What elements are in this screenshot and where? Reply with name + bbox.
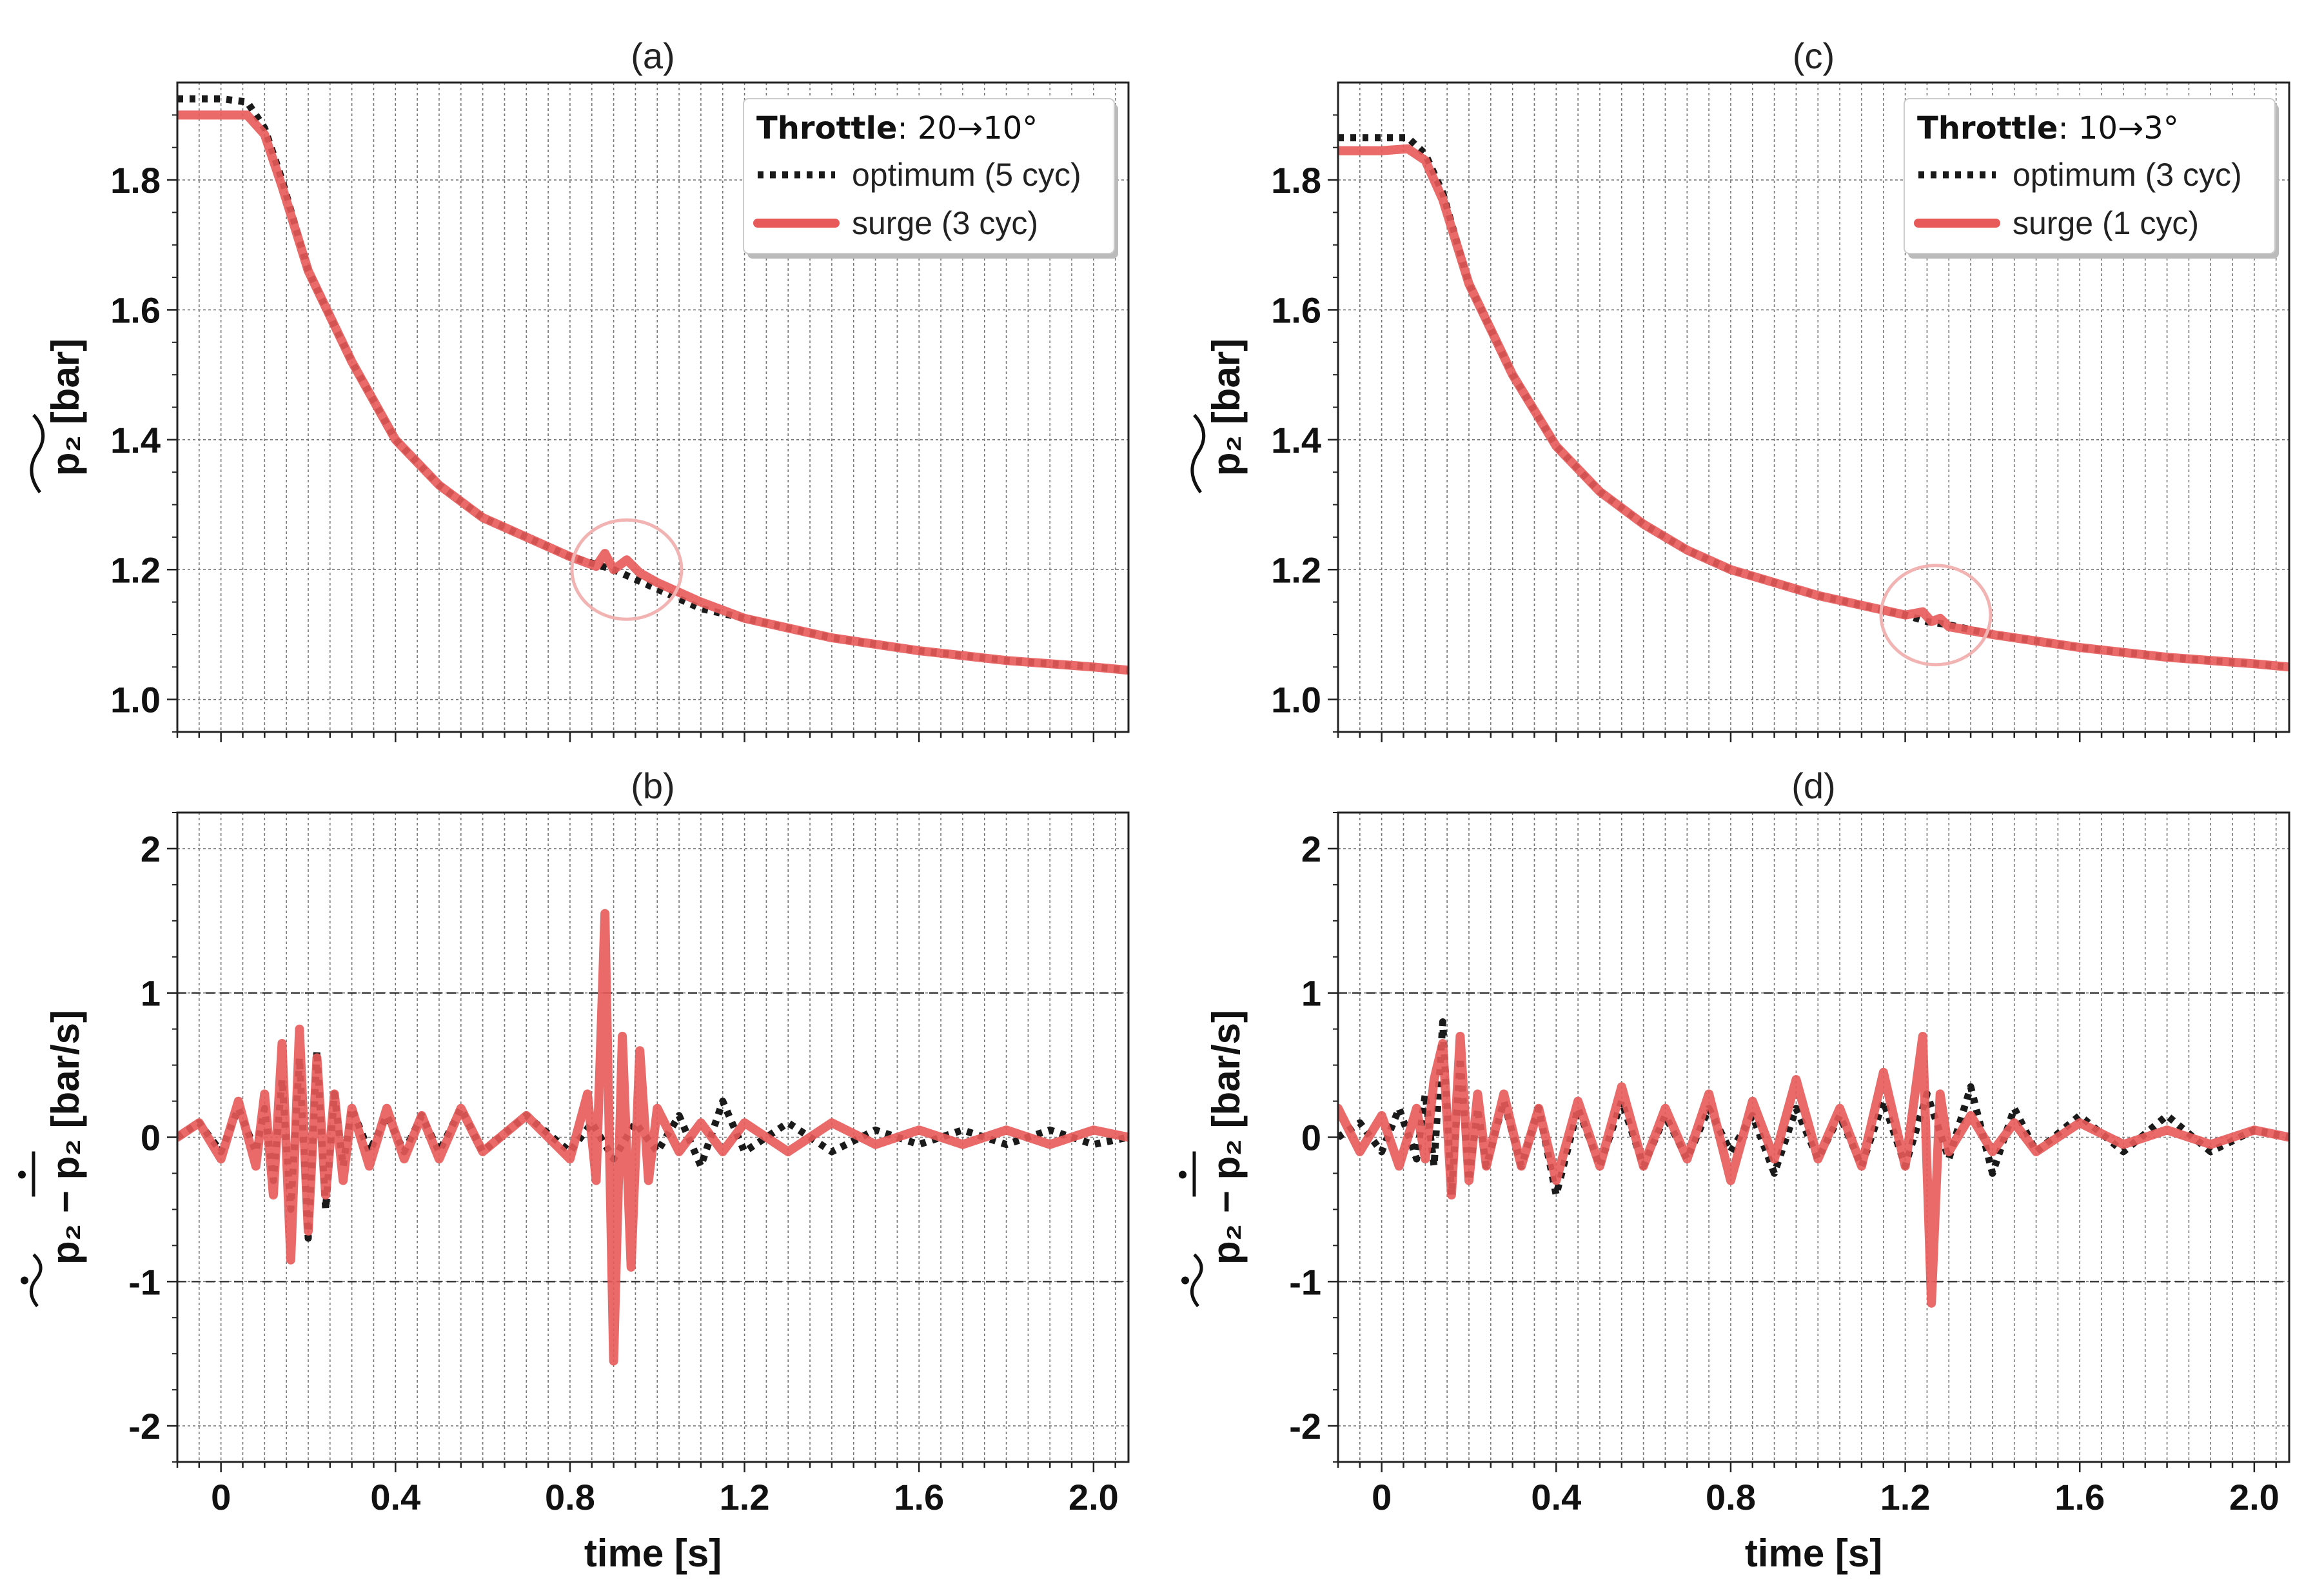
y-tick-label: 1 xyxy=(1301,973,1321,1014)
legend-title: Throttle: 20→10° xyxy=(756,110,1038,146)
y-tick-label: -2 xyxy=(128,1406,161,1446)
tilde-mark xyxy=(1190,413,1206,493)
legend-title-bold: Throttle xyxy=(756,110,897,146)
y-tick-label: 1 xyxy=(141,973,161,1014)
y-tick-label: 1.2 xyxy=(110,549,161,590)
y-tick-label: 1.6 xyxy=(1271,290,1321,330)
panel-title: (d) xyxy=(1791,765,1835,806)
y-tick-label: 1.8 xyxy=(110,160,161,201)
legend-entry: optimum (5 cyc) xyxy=(852,157,1081,193)
grid xyxy=(177,83,1128,732)
series-group xyxy=(1338,1018,2289,1308)
y-axis-label-text: p₂ − p₂ [bar/s] xyxy=(1205,1010,1248,1265)
x-tick-label: 1.6 xyxy=(2054,1477,2105,1517)
x-tick-label: 1.2 xyxy=(1880,1477,1931,1517)
y-axis-label-text: p₂ [bar] xyxy=(44,339,87,476)
x-axis-label: time [s] xyxy=(584,1532,722,1575)
y-axis-label: p₂ [bar] xyxy=(1190,339,1248,493)
panel-title: (b) xyxy=(631,765,675,806)
panel-b: (b) 0 0.4 0.8 1.2 1.6 2.0 -2 -1 0 1 2 time [s] p₂ − p… xyxy=(18,765,1130,1575)
x-tick-label: 2.0 xyxy=(1068,1477,1119,1517)
legend-title-rest: : 20→10° xyxy=(897,110,1038,146)
dot-mark xyxy=(1179,1170,1187,1179)
y-tick-label: 0 xyxy=(1301,1118,1321,1158)
highlight-circle xyxy=(570,518,684,621)
y-tick-label: 2 xyxy=(141,829,161,869)
x-tick-label: 1.6 xyxy=(894,1477,944,1517)
legend-title-rest: : 10→3° xyxy=(2058,110,2178,146)
legend-title: Throttle: 10→3° xyxy=(1917,110,2179,146)
legend-entry: surge (3 cyc) xyxy=(852,205,1038,241)
panel-title: (a) xyxy=(631,35,675,76)
legend-entry: surge (1 cyc) xyxy=(2013,205,2199,241)
y-tick-label: 1.0 xyxy=(110,680,161,720)
x-tick-label: 0.4 xyxy=(370,1477,420,1517)
y-tick-label: 1.4 xyxy=(1271,420,1321,460)
legend: Throttle: 20→10° optimum (5 cyc) surge (3 … xyxy=(743,98,1118,259)
x-tick-label: 0.8 xyxy=(1706,1477,1756,1517)
legend-box xyxy=(743,98,1115,254)
legend: Throttle: 10→3° optimum (3 cyc) surge (1 c… xyxy=(1904,98,2279,259)
highlight-circle xyxy=(1879,564,1993,667)
panel-title: (c) xyxy=(1793,35,1835,76)
y-tick-label: 1.2 xyxy=(1271,549,1321,590)
grid xyxy=(1338,83,2289,732)
y-axis-label: p₂ − p₂ [bar/s] xyxy=(18,1010,87,1308)
y-tick-label: 1.6 xyxy=(110,290,161,330)
panel-d: (d) 0 0.4 0.8 1.2 1.6 2.0 -2 -1 0 1 2 time [s] p₂ − p… xyxy=(1179,765,2290,1575)
y-axis-label-text: p₂ [bar] xyxy=(1205,339,1248,476)
y-tick-label: 2 xyxy=(1301,829,1321,869)
tilde-mark xyxy=(30,1253,43,1308)
y-tick-label: -1 xyxy=(1289,1261,1321,1302)
y-tick-label: 1.4 xyxy=(110,420,161,460)
series-group xyxy=(177,95,1128,675)
legend-box xyxy=(1904,98,2276,254)
tilde-mark xyxy=(1190,1253,1203,1308)
x-tick-label: 1.2 xyxy=(720,1477,770,1517)
legend-entry: optimum (3 cyc) xyxy=(2013,157,2242,193)
surge-line xyxy=(177,909,1128,1366)
x-tick-label: 0.4 xyxy=(1531,1477,1581,1517)
surge-line xyxy=(177,110,1128,675)
legend-title-bold: Throttle xyxy=(1917,110,2058,146)
x-tick-label: 0 xyxy=(211,1477,231,1517)
y-tick-label: -2 xyxy=(1289,1406,1321,1446)
y-tick-label: 0 xyxy=(141,1118,161,1158)
y-tick-label: -1 xyxy=(128,1261,161,1302)
x-tick-label: 0.8 xyxy=(545,1477,595,1517)
surge-line xyxy=(1338,144,2289,672)
series-group xyxy=(177,909,1128,1366)
tilde-mark xyxy=(30,413,45,493)
panel-c: (c) 1.0 1.2 1.4 1.6 1.8 p₂ [bar] Throttle: 10→3… xyxy=(1190,35,2290,742)
dot-mark xyxy=(18,1170,26,1179)
panel-a: (a) 1.0 1.2 1.4 1.6 1.8 p₂ [bar] Throttle: 20→1… xyxy=(30,35,1130,742)
y-axis-label: p₂ [bar] xyxy=(30,339,87,493)
y-axis-label-text: p₂ − p₂ [bar/s] xyxy=(44,1010,87,1265)
y-tick-label: 1.8 xyxy=(1271,160,1321,201)
series-group xyxy=(1338,134,2289,672)
surge-line xyxy=(1338,1031,2289,1308)
x-axis-label: time [s] xyxy=(1745,1532,1882,1575)
x-tick-label: 0 xyxy=(1372,1477,1392,1517)
dot-mark xyxy=(1181,1276,1189,1285)
y-axis-label: p₂ − p₂ [bar/s] xyxy=(1179,1010,1248,1308)
y-tick-label: 1.0 xyxy=(1271,680,1321,720)
x-tick-label: 2.0 xyxy=(2229,1477,2280,1517)
dot-mark xyxy=(21,1276,28,1285)
